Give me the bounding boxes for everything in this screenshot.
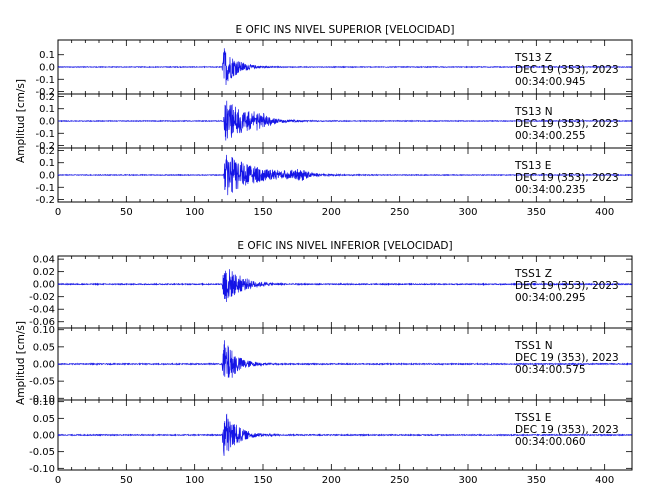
x-tick-label: 100 — [185, 207, 204, 218]
x-tick-label: 300 — [458, 207, 477, 218]
y-tick-label: -0.10 — [29, 464, 55, 475]
y-tick-label: 0.0 — [39, 117, 55, 128]
x-tick-label: 400 — [595, 475, 614, 486]
time-label: 00:34:00.255 — [515, 130, 586, 142]
y-tick-label: 0.04 — [33, 255, 55, 266]
x-tick-label: 0 — [55, 207, 61, 218]
x-tick-label: 200 — [322, 475, 341, 486]
x-tick-label: 400 — [595, 207, 614, 218]
y-tick-label: 0.2 — [39, 146, 55, 157]
time-label: 00:34:00.235 — [515, 184, 586, 196]
x-tick-label: 200 — [322, 207, 341, 218]
waveform-line — [57, 269, 633, 302]
waveform-line — [57, 413, 633, 456]
x-tick-label: 150 — [253, 207, 272, 218]
y-tick-label: 0.05 — [33, 414, 55, 425]
chart-2: E OFIC INS NIVEL INFERIOR [VELOCIDAD] Amp… — [15, 240, 633, 486]
waveform-line — [57, 48, 633, 85]
time-label: 00:34:00.295 — [515, 292, 586, 304]
y-tick-label: 0.1 — [39, 104, 55, 115]
x-tick-label: 50 — [120, 475, 133, 486]
y-tick-label: -0.06 — [29, 317, 55, 328]
x-tick-label: 150 — [253, 475, 272, 486]
y-tick-label: -0.10 — [29, 394, 55, 405]
y-tick-label: -0.2 — [35, 195, 55, 206]
y-axis-label: Amplitud [cm/s] — [15, 79, 27, 163]
y-tick-label: 0.2 — [39, 92, 55, 103]
x-tick-label: 300 — [458, 475, 477, 486]
date-label: DEC 19 (353), 2023 — [515, 424, 619, 436]
x-tick-label: 250 — [390, 207, 409, 218]
y-tick-label: -0.05 — [29, 377, 55, 388]
y-tick-label: -0.2 — [35, 141, 55, 152]
chart-title: E OFIC INS NIVEL SUPERIOR [VELOCIDAD] — [236, 24, 455, 36]
waveform-line — [57, 340, 633, 378]
y-tick-label: -0.1 — [35, 183, 55, 194]
date-label: DEC 19 (353), 2023 — [515, 64, 619, 76]
y-tick-label: 0.00 — [33, 280, 55, 291]
station-component-label: TSS1 E — [514, 412, 551, 424]
y-tick-label: 0.1 — [39, 158, 55, 169]
date-label: DEC 19 (353), 2023 — [515, 280, 619, 292]
y-tick-label: 0.0 — [39, 63, 55, 74]
x-tick-label: 350 — [527, 207, 546, 218]
x-tick-label: 100 — [185, 475, 204, 486]
y-axis-label: Amplitud [cm/s] — [15, 321, 27, 405]
date-label: DEC 19 (353), 2023 — [515, 118, 619, 130]
station-component-label: TS13 Z — [514, 52, 552, 64]
time-label: 00:34:00.945 — [515, 76, 586, 88]
y-tick-label: -0.02 — [29, 292, 55, 303]
y-tick-label: 0.05 — [33, 342, 55, 353]
y-tick-label: -0.1 — [35, 129, 55, 140]
time-label: 00:34:00.060 — [515, 436, 586, 448]
waveform-line — [57, 154, 633, 196]
chart-title: E OFIC INS NIVEL INFERIOR [VELOCIDAD] — [237, 240, 452, 252]
y-tick-label: 0.00 — [33, 360, 55, 371]
x-tick-label: 250 — [390, 475, 409, 486]
y-tick-label: -0.05 — [29, 447, 55, 458]
station-component-label: TS13 N — [514, 106, 553, 118]
date-label: DEC 19 (353), 2023 — [515, 172, 619, 184]
station-component-label: TS13 E — [514, 160, 551, 172]
y-tick-label: 0.10 — [33, 325, 55, 336]
y-tick-label: 0.0 — [39, 171, 55, 182]
waveform-line — [57, 100, 633, 141]
chart-1: E OFIC INS NIVEL SUPERIOR [VELOCIDAD] Amp… — [15, 24, 633, 218]
x-tick-label: 350 — [527, 475, 546, 486]
y-tick-label: -0.2 — [35, 87, 55, 98]
y-tick-label: 0.1 — [39, 50, 55, 61]
y-tick-label: -0.1 — [35, 75, 55, 86]
x-tick-label: 50 — [120, 207, 133, 218]
y-tick-label: 0.10 — [33, 397, 55, 408]
station-component-label: TSS1 N — [514, 340, 553, 352]
x-tick-label: 0 — [55, 475, 61, 486]
y-tick-label: -0.04 — [29, 305, 55, 316]
y-tick-label: 0.00 — [33, 431, 55, 442]
date-label: DEC 19 (353), 2023 — [515, 352, 619, 364]
station-component-label: TSS1 Z — [514, 268, 552, 280]
y-tick-label: 0.02 — [33, 267, 55, 278]
time-label: 00:34:00.575 — [515, 364, 586, 376]
